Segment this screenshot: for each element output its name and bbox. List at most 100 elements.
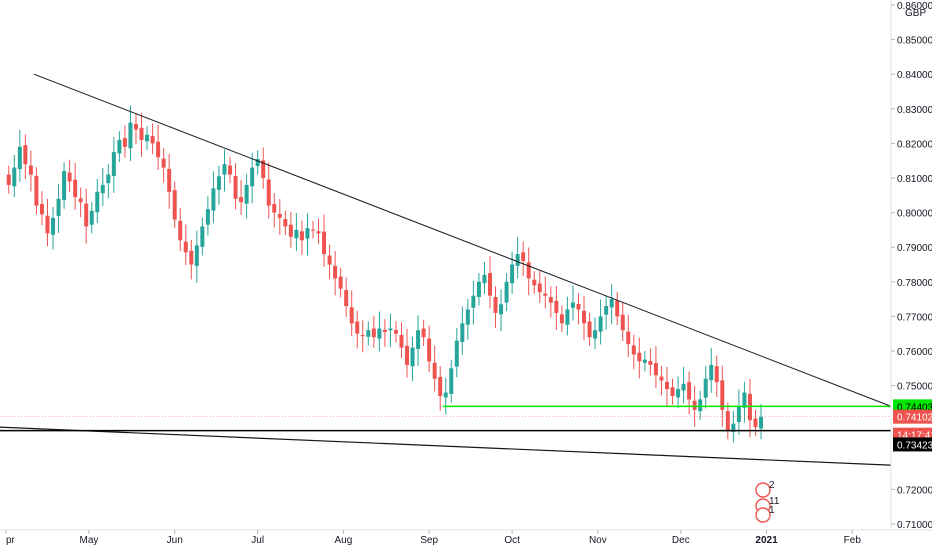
candle-body [294, 229, 299, 239]
candle-body [692, 400, 697, 410]
candle-body [28, 165, 33, 175]
candle-body [416, 330, 421, 349]
candle-body [106, 174, 111, 184]
candle-body [333, 265, 338, 279]
candle-body [465, 309, 470, 325]
candle-body [261, 160, 266, 178]
candle-body [664, 381, 669, 390]
candle-body [17, 146, 22, 170]
candle-body [305, 228, 310, 239]
event-badge-count: 11 [769, 496, 780, 507]
candle-body [178, 220, 183, 241]
candle-body [23, 145, 28, 165]
candle-body [45, 215, 50, 234]
candle-body [371, 328, 376, 338]
candle-body [499, 304, 504, 315]
x-tick-label: Nov [589, 535, 607, 546]
candle-body [537, 283, 542, 293]
candle-body [233, 175, 238, 199]
candle-body [222, 164, 227, 175]
candle-body [604, 306, 609, 315]
candle-body [167, 169, 172, 192]
candle-body [12, 167, 17, 187]
candle-body [122, 138, 127, 147]
candle-body [714, 366, 719, 383]
candle-body [250, 167, 255, 187]
candle-body [742, 392, 747, 408]
candle-body [288, 224, 293, 237]
candle-body [410, 347, 415, 367]
candle-body [427, 338, 432, 362]
candle-body [460, 323, 465, 343]
x-tick-label: Oct [504, 535, 520, 546]
x-tick-label: Dec [672, 535, 690, 546]
event-badge-count-circle[interactable] [755, 482, 771, 498]
event-badge-count-circle[interactable] [755, 507, 771, 523]
price-axis[interactable]: 0.86000 0.85000 0.84000 0.83000 0.82000 0.810… [890, 0, 932, 531]
candle-body [670, 387, 675, 396]
candle-body [471, 295, 476, 308]
x-tick-label: pr [6, 535, 16, 546]
candle-body [593, 330, 598, 339]
candle-body [637, 352, 642, 362]
candle-body [277, 213, 282, 218]
event-badges[interactable]: 2 111 [755, 480, 780, 523]
candle-body [703, 378, 708, 398]
candle-body [548, 297, 553, 303]
candle-body [349, 307, 354, 324]
last-price-label-bg [893, 409, 932, 424]
candle-body [543, 293, 548, 296]
candle-body [133, 124, 138, 130]
candle-body [576, 303, 581, 310]
candlestick-series [6, 105, 764, 443]
candle-body [731, 423, 736, 432]
candle-body [753, 418, 758, 428]
candle-body [709, 364, 714, 381]
candle-body [565, 309, 570, 325]
candle-body [432, 362, 437, 379]
candle-body [150, 136, 155, 144]
candle-body [56, 198, 61, 217]
candle-body [216, 176, 221, 190]
candle-body [382, 329, 387, 332]
candle-body [681, 383, 686, 391]
candle-body [39, 203, 44, 215]
candle-body [316, 231, 321, 234]
candle-body [554, 300, 559, 313]
y-tick-label: 0.78000 [897, 278, 932, 289]
candle-body [698, 399, 703, 412]
candle-body [438, 376, 443, 396]
y-tick-label: 0.79000 [897, 243, 932, 254]
candle-body [211, 188, 216, 211]
x-tick-label: Aug [335, 535, 353, 546]
candle-body [631, 345, 636, 355]
candle-body [117, 139, 122, 154]
candle-body [322, 231, 327, 255]
lower-trendline[interactable] [0, 426, 892, 466]
candle-body [272, 203, 277, 213]
candle-body [95, 191, 100, 213]
countdown-label: 14:17:41 [897, 431, 932, 442]
support-price-label: 0.74403 [897, 402, 932, 413]
y-tick-label: 0.84000 [897, 70, 932, 81]
candle-body [388, 328, 393, 331]
time-axis[interactable]: pr May Jun Jul Aug Sep Oct Nov Dec 2021 Feb [0, 529, 932, 546]
candle-body [67, 172, 72, 182]
drawing-overlays[interactable] [0, 73, 892, 466]
candle-body [443, 392, 448, 398]
x-tick-label: Jun [167, 535, 183, 546]
upper-trendline[interactable] [33, 73, 892, 407]
y-tick-label: 0.72000 [897, 485, 932, 496]
candle-body [493, 297, 498, 313]
y-tick-label: 0.75000 [897, 382, 932, 393]
candle-body [582, 310, 587, 324]
y-tick-label: 0.80000 [897, 209, 932, 220]
candle-body [476, 281, 481, 298]
candle-body [526, 262, 531, 279]
candle-body [570, 302, 575, 308]
y-tick-label: 0.82000 [897, 139, 932, 150]
y-tick-label: 0.76000 [897, 347, 932, 358]
y-tick-label: 0.77000 [897, 312, 932, 323]
y-tick-label: 0.85000 [897, 36, 932, 47]
